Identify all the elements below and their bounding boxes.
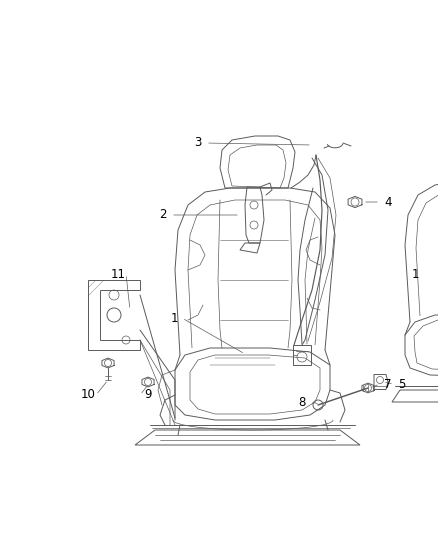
Text: 5: 5	[398, 377, 406, 391]
Text: 4: 4	[384, 196, 392, 208]
Text: 10: 10	[81, 389, 95, 401]
Text: 2: 2	[159, 208, 167, 222]
Text: 11: 11	[110, 268, 126, 280]
Text: 1: 1	[170, 311, 178, 325]
Text: 1: 1	[411, 268, 419, 280]
Text: 8: 8	[298, 395, 306, 408]
Text: 9: 9	[144, 389, 152, 401]
Text: 3: 3	[194, 136, 201, 149]
Text: 7: 7	[384, 377, 392, 391]
